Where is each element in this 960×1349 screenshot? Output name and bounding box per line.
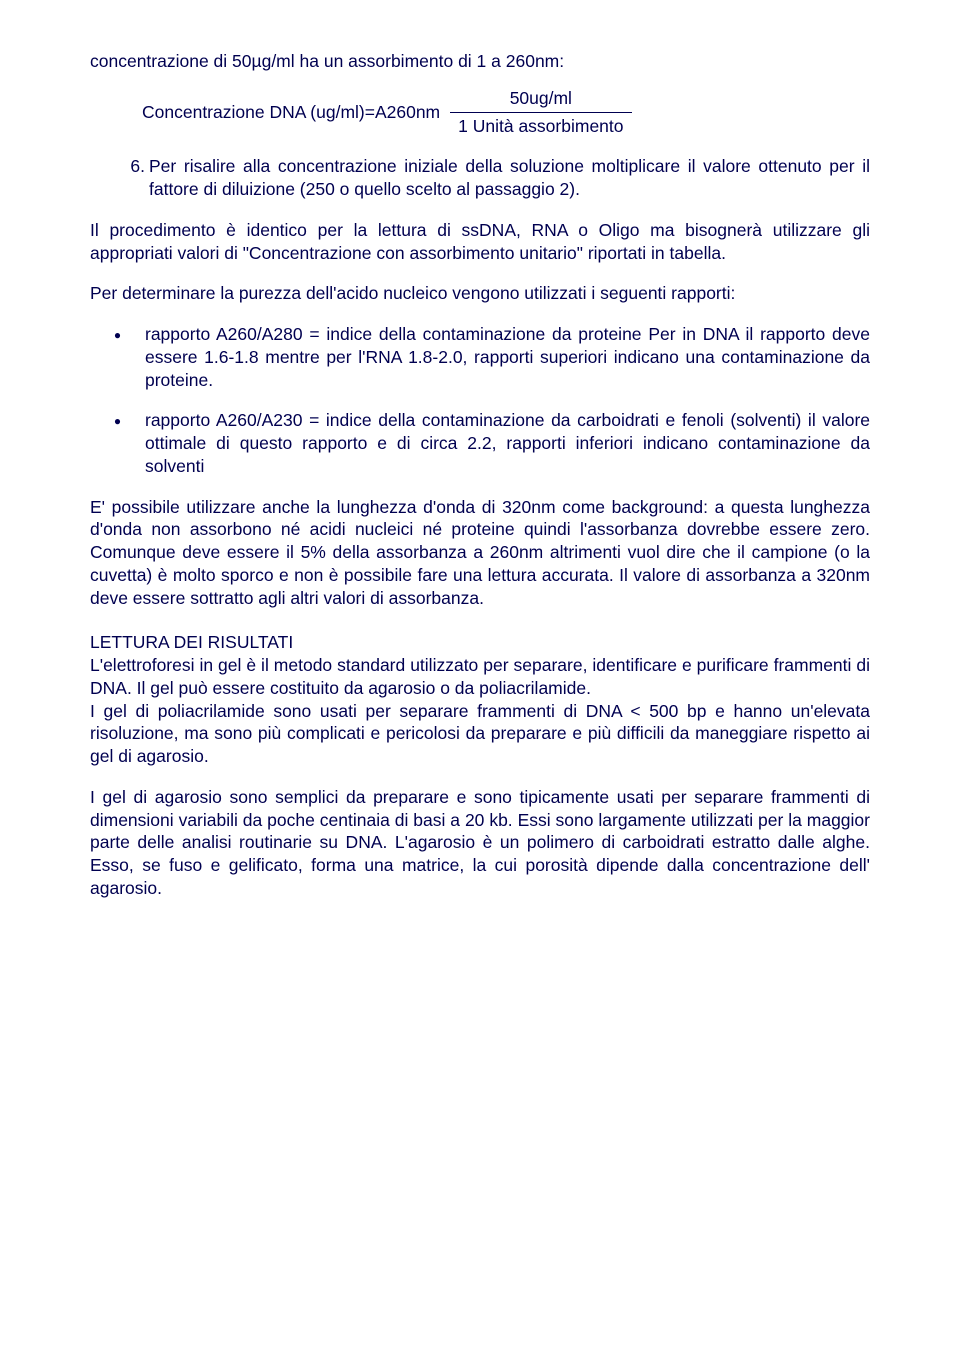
bullet-dot-icon: ● (90, 409, 145, 477)
formula-left: Concentrazione DNA (ug/ml)=A260nm (142, 101, 440, 124)
paragraph-320nm: E' possibile utilizzare anche la lunghez… (90, 496, 870, 610)
paragraph-procedure: Il procedimento è identico per la lettur… (90, 219, 870, 265)
formula-fraction: 50ug/ml 1 Unità assorbimento (450, 87, 631, 138)
item-number: 6. (90, 155, 149, 201)
bullet-item-a260-a230: ● rapporto A260/A230 = indice della cont… (90, 409, 870, 477)
formula-block: Concentrazione DNA (ug/ml)=A260nm 50ug/m… (142, 87, 870, 138)
paragraph-elettroforesi: L'elettroforesi in gel è il metodo stand… (90, 654, 870, 700)
paragraph-agarosio: I gel di agarosio sono semplici da prepa… (90, 786, 870, 900)
item-body: Per risalire alla concentrazione inizial… (149, 155, 870, 201)
document-page: concentrazione di 50µg/ml ha un assorbim… (0, 0, 960, 968)
formula-denominator: 1 Unità assorbimento (450, 113, 631, 138)
numbered-item-6: 6. Per risalire alla concentrazione iniz… (90, 155, 870, 201)
section-heading-lettura: LETTURA DEI RISULTATI (90, 631, 870, 654)
paragraph-purity-intro: Per determinare la purezza dell'acido nu… (90, 282, 870, 305)
bullet-item-a260-a280: ● rapporto A260/A280 = indice della cont… (90, 323, 870, 391)
bullet-list: ● rapporto A260/A280 = indice della cont… (90, 323, 870, 478)
bullet-body: rapporto A260/A230 = indice della contam… (145, 409, 870, 477)
formula-numerator: 50ug/ml (502, 87, 580, 112)
bullet-body: rapporto A260/A280 = indice della contam… (145, 323, 870, 391)
intro-line: concentrazione di 50µg/ml ha un assorbim… (90, 50, 870, 73)
paragraph-poliacrilamide: I gel di poliacrilamide sono usati per s… (90, 700, 870, 768)
bullet-dot-icon: ● (90, 323, 145, 391)
